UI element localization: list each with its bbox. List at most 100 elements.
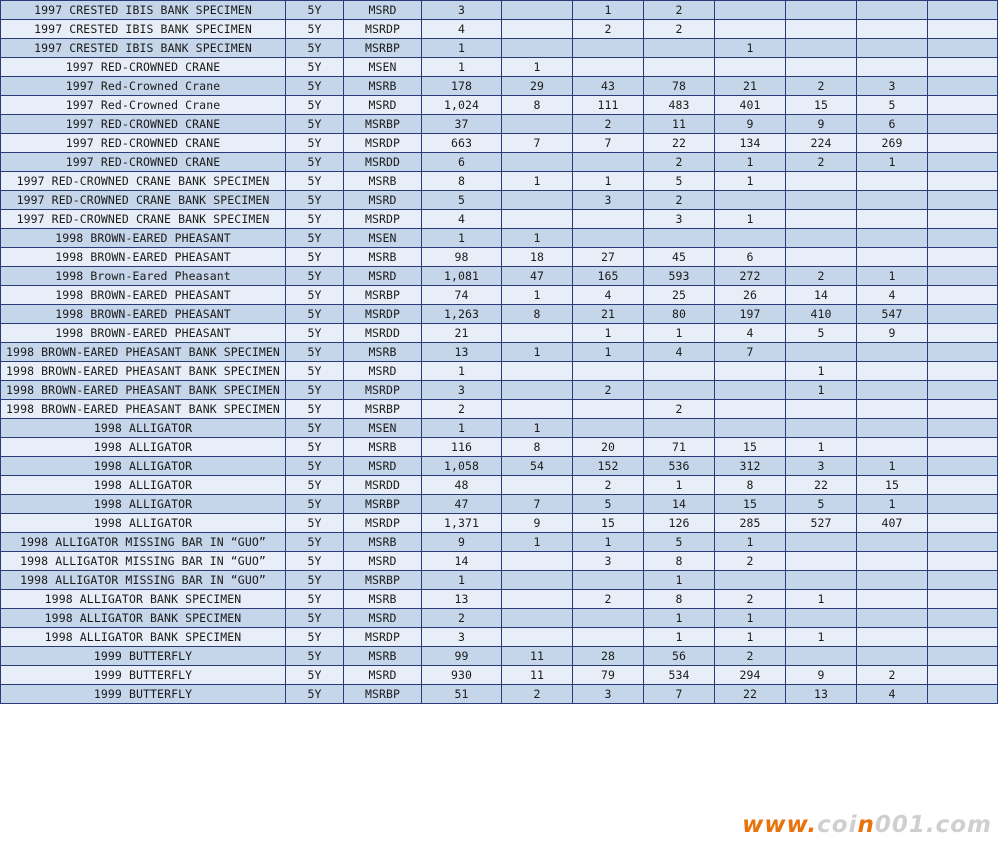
cell-c7 bbox=[927, 171, 998, 191]
table-row: 1998 BROWN-EARED PHEASANT 5Y MSEN 1 1 bbox=[0, 228, 998, 248]
cell-c6: 4 bbox=[856, 285, 928, 305]
cell-c4: 294 bbox=[714, 665, 786, 685]
cell-name: 1998 BROWN-EARED PHEASANT bbox=[0, 323, 286, 343]
table-row: 1998 ALLIGATOR 5Y MSEN 1 1 bbox=[0, 418, 998, 438]
cell-c7 bbox=[927, 285, 998, 305]
cell-c1 bbox=[501, 570, 573, 590]
cell-c5 bbox=[785, 38, 857, 58]
cell-c5 bbox=[785, 57, 857, 77]
cell-term: 5Y bbox=[285, 513, 344, 533]
cell-c5 bbox=[785, 228, 857, 248]
cell-c1: 29 bbox=[501, 76, 573, 96]
cell-grade: MSRDD bbox=[343, 475, 422, 495]
cell-c6 bbox=[856, 19, 928, 39]
cell-term: 5Y bbox=[285, 133, 344, 153]
cell-grade: MSRB bbox=[343, 532, 422, 552]
table-row: 1998 ALLIGATOR BANK SPECIMEN 5Y MSRB 13 2 8 2 1 bbox=[0, 589, 998, 609]
cell-c2 bbox=[572, 57, 644, 77]
cell-grade: MSRD bbox=[343, 266, 422, 286]
cell-c1: 1 bbox=[501, 532, 573, 552]
cell-total: 1 bbox=[421, 228, 502, 248]
cell-name: 1998 ALLIGATOR BANK SPECIMEN bbox=[0, 608, 286, 628]
cell-c6: 15 bbox=[856, 475, 928, 495]
cell-grade: MSRBP bbox=[343, 684, 422, 704]
cell-c2: 15 bbox=[572, 513, 644, 533]
cell-grade: MSEN bbox=[343, 418, 422, 438]
cell-term: 5Y bbox=[285, 589, 344, 609]
cell-term: 5Y bbox=[285, 95, 344, 115]
cell-total: 1,371 bbox=[421, 513, 502, 533]
table-row: 1998 ALLIGATOR 5Y MSRDD 48 2 1 8 22 15 bbox=[0, 475, 998, 495]
cell-total: 4 bbox=[421, 19, 502, 39]
cell-c4: 2 bbox=[714, 589, 786, 609]
cell-c6 bbox=[856, 646, 928, 666]
cell-c6 bbox=[856, 380, 928, 400]
cell-grade: MSRD bbox=[343, 361, 422, 381]
cell-c4 bbox=[714, 0, 786, 20]
cell-c5: 22 bbox=[785, 475, 857, 495]
cell-c5 bbox=[785, 19, 857, 39]
cell-c4: 1 bbox=[714, 38, 786, 58]
cell-grade: MSRDP bbox=[343, 209, 422, 229]
cell-name: 1998 ALLIGATOR bbox=[0, 513, 286, 533]
cell-c3 bbox=[643, 57, 715, 77]
cell-c7 bbox=[927, 190, 998, 210]
cell-total: 663 bbox=[421, 133, 502, 153]
cell-c4 bbox=[714, 228, 786, 248]
cell-c4 bbox=[714, 570, 786, 590]
table-row: 1997 RED-CROWNED CRANE 5Y MSRDP 663 7 7 22 134 2… bbox=[0, 133, 998, 153]
cell-grade: MSRB bbox=[343, 247, 422, 267]
cell-c6: 1 bbox=[856, 456, 928, 476]
cell-c4: 7 bbox=[714, 342, 786, 362]
cell-c7 bbox=[927, 456, 998, 476]
cell-c1: 1 bbox=[501, 228, 573, 248]
cell-c7 bbox=[927, 57, 998, 77]
cell-c2: 2 bbox=[572, 475, 644, 495]
cell-c1: 47 bbox=[501, 266, 573, 286]
cell-term: 5Y bbox=[285, 684, 344, 704]
cell-c7 bbox=[927, 323, 998, 343]
table-row: 1998 ALLIGATOR 5Y MSRBP 47 7 5 14 15 5 1 bbox=[0, 494, 998, 514]
cell-c3: 593 bbox=[643, 266, 715, 286]
table-row: 1998 ALLIGATOR 5Y MSRB 116 8 20 71 15 1 bbox=[0, 437, 998, 457]
cell-c4: 9 bbox=[714, 114, 786, 134]
cell-term: 5Y bbox=[285, 570, 344, 590]
cell-total: 1 bbox=[421, 57, 502, 77]
cell-grade: MSEN bbox=[343, 57, 422, 77]
cell-c2 bbox=[572, 608, 644, 628]
cell-term: 5Y bbox=[285, 380, 344, 400]
cell-c1: 11 bbox=[501, 646, 573, 666]
cell-c2 bbox=[572, 209, 644, 229]
cell-c1 bbox=[501, 209, 573, 229]
cell-c7 bbox=[927, 0, 998, 20]
cell-c7 bbox=[927, 38, 998, 58]
cell-name: 1998 ALLIGATOR bbox=[0, 456, 286, 476]
cell-grade: MSRBP bbox=[343, 494, 422, 514]
cell-grade: MSRD bbox=[343, 608, 422, 628]
cell-c5 bbox=[785, 171, 857, 191]
cell-c3: 22 bbox=[643, 133, 715, 153]
cell-c6 bbox=[856, 627, 928, 647]
cell-c3: 2 bbox=[643, 152, 715, 172]
cell-total: 4 bbox=[421, 209, 502, 229]
cell-c3: 11 bbox=[643, 114, 715, 134]
cell-name: 1998 ALLIGATOR bbox=[0, 437, 286, 457]
cell-term: 5Y bbox=[285, 304, 344, 324]
cell-c2: 27 bbox=[572, 247, 644, 267]
cell-name: 1998 ALLIGATOR bbox=[0, 418, 286, 438]
cell-c3: 536 bbox=[643, 456, 715, 476]
cell-c3: 7 bbox=[643, 684, 715, 704]
cell-c5: 14 bbox=[785, 285, 857, 305]
cell-grade: MSRDP bbox=[343, 513, 422, 533]
cell-c6 bbox=[856, 38, 928, 58]
cell-c5: 527 bbox=[785, 513, 857, 533]
table-row: 1999 BUTTERFLY 5Y MSRBP 51 2 3 7 22 13 4 bbox=[0, 684, 998, 704]
cell-grade: MSRDP bbox=[343, 627, 422, 647]
cell-c4: 2 bbox=[714, 646, 786, 666]
cell-c2: 1 bbox=[572, 342, 644, 362]
cell-grade: MSRDP bbox=[343, 133, 422, 153]
cell-c5 bbox=[785, 0, 857, 20]
cell-c4 bbox=[714, 19, 786, 39]
cell-c7 bbox=[927, 19, 998, 39]
cell-c1 bbox=[501, 38, 573, 58]
